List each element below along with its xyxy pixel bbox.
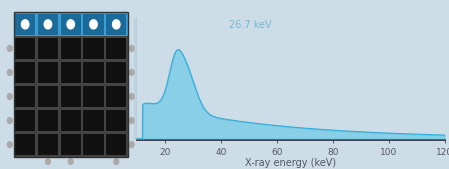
Bar (15, 14, 35, 35)
Bar (15, 86, 35, 107)
Bar (82, 84, 105, 108)
Bar (14, 84, 36, 108)
Bar (15, 110, 35, 131)
Bar (36, 36, 59, 61)
Bar (106, 62, 126, 83)
Bar (59, 133, 82, 157)
Bar (84, 110, 104, 131)
Bar (106, 86, 126, 107)
Bar (36, 108, 59, 133)
Bar (106, 14, 126, 35)
Bar (105, 133, 128, 157)
Circle shape (129, 70, 134, 75)
Bar (61, 14, 81, 35)
Bar (84, 134, 104, 155)
Circle shape (22, 20, 29, 29)
Bar (15, 14, 35, 35)
Bar (82, 133, 105, 157)
Bar (82, 36, 105, 61)
Bar (105, 36, 128, 61)
Bar (36, 133, 59, 157)
Bar (84, 86, 104, 107)
Circle shape (68, 159, 73, 164)
Circle shape (114, 159, 119, 164)
Bar (14, 36, 36, 61)
Text: 26.7 keV: 26.7 keV (229, 20, 272, 30)
Bar (105, 61, 128, 84)
Bar (106, 14, 126, 35)
Bar (38, 38, 58, 59)
Circle shape (7, 118, 12, 124)
Bar (38, 14, 58, 35)
Circle shape (129, 94, 134, 99)
Bar (15, 38, 35, 59)
Bar (82, 12, 105, 36)
Bar (106, 110, 126, 131)
Bar (14, 108, 36, 133)
Circle shape (129, 45, 134, 51)
Circle shape (7, 70, 12, 75)
Circle shape (44, 20, 52, 29)
Bar (61, 110, 81, 131)
Bar (61, 134, 81, 155)
Bar (38, 134, 58, 155)
Bar (59, 84, 82, 108)
Circle shape (7, 94, 12, 99)
Bar (106, 38, 126, 59)
Bar (82, 108, 105, 133)
Bar (61, 38, 81, 59)
Bar (38, 86, 58, 107)
Bar (38, 110, 58, 131)
Bar (84, 14, 104, 35)
Bar (14, 61, 36, 84)
Bar (36, 12, 59, 36)
Circle shape (67, 20, 75, 29)
Circle shape (129, 118, 134, 124)
X-axis label: X-ray energy (keV): X-ray energy (keV) (245, 158, 336, 168)
Bar (61, 86, 81, 107)
Circle shape (129, 142, 134, 148)
Bar (105, 84, 128, 108)
Bar (14, 133, 36, 157)
Circle shape (7, 142, 12, 148)
Bar (105, 12, 128, 36)
Bar (59, 36, 82, 61)
Bar (36, 84, 59, 108)
Bar (15, 134, 35, 155)
Bar (59, 12, 82, 36)
Bar (61, 62, 81, 83)
Circle shape (45, 159, 50, 164)
Bar (106, 134, 126, 155)
Circle shape (90, 20, 97, 29)
Bar (105, 108, 128, 133)
Bar (59, 108, 82, 133)
Circle shape (113, 20, 120, 29)
Bar (38, 62, 58, 83)
Bar (36, 61, 59, 84)
Bar (59, 61, 82, 84)
Bar (61, 14, 81, 35)
Bar (14, 12, 36, 36)
Bar (84, 14, 104, 35)
Bar (38, 14, 58, 35)
Bar (84, 62, 104, 83)
Bar (14, 12, 128, 157)
Bar (82, 61, 105, 84)
Bar (84, 38, 104, 59)
Circle shape (7, 45, 12, 51)
Bar (15, 62, 35, 83)
Bar (14, 12, 128, 36)
